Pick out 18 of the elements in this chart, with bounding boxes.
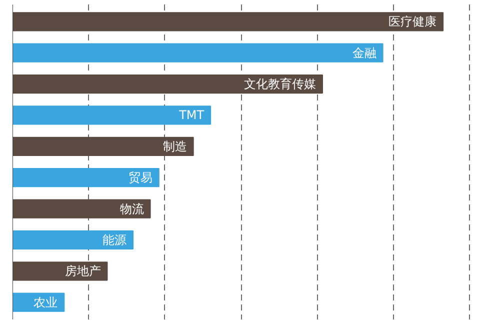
- bar: [12, 199, 151, 218]
- bar: [12, 106, 212, 125]
- y-tick-label: TMT: [178, 108, 205, 122]
- y-tick-label: 贸易: [128, 170, 152, 185]
- y-tick-label: 农业: [34, 295, 58, 310]
- bar: [12, 12, 444, 32]
- y-tick-label: 医疗健康: [388, 14, 437, 29]
- bar: [12, 168, 160, 188]
- y-tick-label: 能源: [102, 232, 127, 247]
- bar: [12, 230, 134, 250]
- y-tick-label: 金融: [352, 46, 376, 60]
- y-tick-label: 制造: [162, 139, 187, 154]
- bar: [12, 136, 194, 156]
- y-tick-label: 文化教育传媒: [244, 77, 316, 92]
- bar: [12, 43, 384, 62]
- y-tick-label: 房地产: [64, 264, 101, 278]
- bar: [12, 74, 323, 94]
- y-tick-label: 物流: [120, 202, 144, 216]
